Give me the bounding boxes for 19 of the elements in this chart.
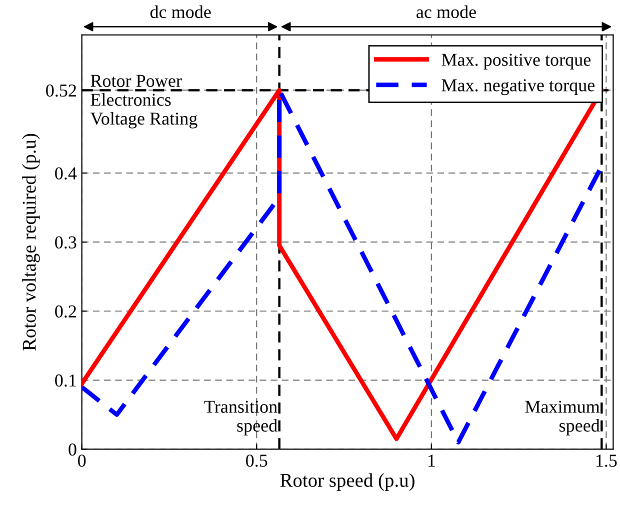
- ref-line-label: Rotor Power Electronics Voltage Rating: [90, 74, 198, 128]
- x-axis-title: Rotor speed (p.u): [280, 473, 414, 491]
- ref-line-label: Transition speed: [204, 400, 278, 436]
- y-tick-label: 0.1: [55, 374, 76, 387]
- legend-label: Max. negative torque: [442, 79, 594, 96]
- x-tick-label: 1.5: [596, 454, 617, 467]
- y-tick-label: 0.2: [55, 305, 76, 318]
- y-tick-label: 0.52: [46, 84, 76, 97]
- y-axis-title: Rotor voltage required (p.u): [22, 134, 40, 351]
- x-tick-label: 1: [428, 454, 435, 467]
- ref-line-label: Maximum speed: [525, 400, 600, 436]
- y-tick-label: 0: [68, 443, 76, 456]
- text: dc mode: [150, 5, 211, 18]
- y-tick-label: 0.3: [55, 236, 76, 249]
- legend-label: Max. positive torque: [442, 54, 591, 70]
- x-tick-label: 0.5: [246, 454, 268, 467]
- y-tick-label: 0.4: [55, 167, 77, 180]
- x-tick-label: 0: [78, 454, 86, 467]
- text: ac mode: [416, 5, 476, 18]
